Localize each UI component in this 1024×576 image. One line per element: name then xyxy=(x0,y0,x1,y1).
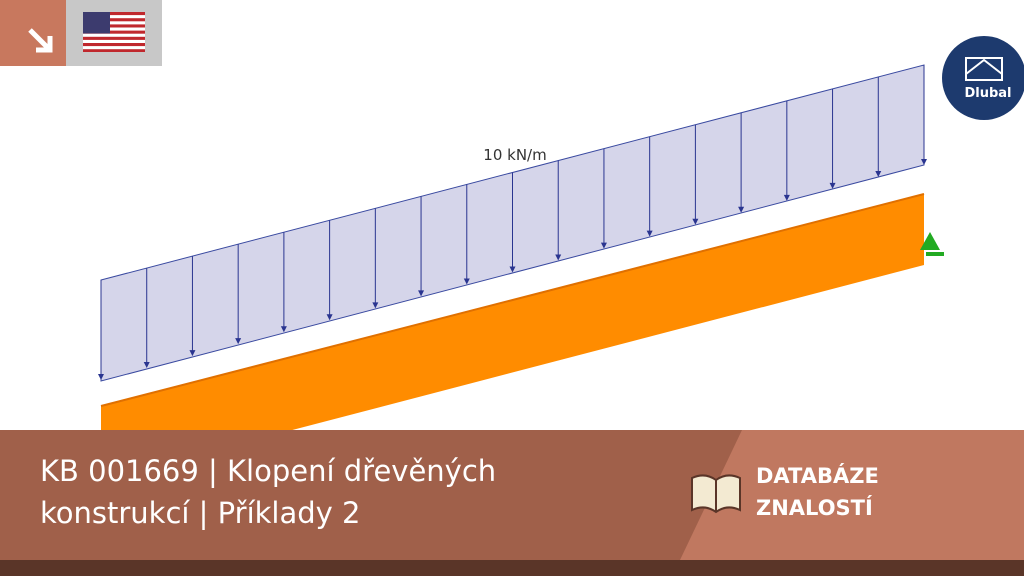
arrow-head xyxy=(189,350,196,357)
logo-text: Dlubal xyxy=(964,86,1011,101)
arrow-head xyxy=(326,314,333,321)
arrow-head xyxy=(280,326,287,333)
arrow-head xyxy=(738,206,745,213)
arrow-head xyxy=(143,362,150,369)
arrow-head xyxy=(875,170,882,177)
us-flag xyxy=(83,12,145,52)
banner-title: KB 001669 | Klopení dřevěných konstrukcí… xyxy=(40,454,497,530)
arrow-head xyxy=(921,159,927,165)
banner-footer xyxy=(0,560,1024,576)
arrow-head xyxy=(555,254,562,261)
arrow-head xyxy=(463,278,470,285)
arrow-head xyxy=(235,338,242,345)
arrow-head xyxy=(600,242,607,249)
load-arrows xyxy=(98,65,927,380)
arrow-head xyxy=(783,194,790,201)
arrow-head xyxy=(98,374,104,380)
arrow-head xyxy=(418,290,425,297)
banner-accent xyxy=(680,430,1024,560)
arrow-head xyxy=(372,302,379,309)
arrow-head xyxy=(646,230,653,237)
arrow-head xyxy=(509,266,516,273)
book-icon xyxy=(691,474,741,514)
dlubal-logo[interactable]: Dlubal xyxy=(942,36,1024,120)
support xyxy=(920,232,944,256)
banner-badge[interactable]: DATABÁZE ZNALOSTÍ xyxy=(756,464,879,520)
arrow-head xyxy=(692,218,699,225)
beam-edge xyxy=(100,193,925,407)
arrow-head xyxy=(829,182,836,189)
load-label: 10 kN/m xyxy=(483,146,546,164)
beam xyxy=(101,194,924,480)
arrow-icon xyxy=(28,28,53,53)
